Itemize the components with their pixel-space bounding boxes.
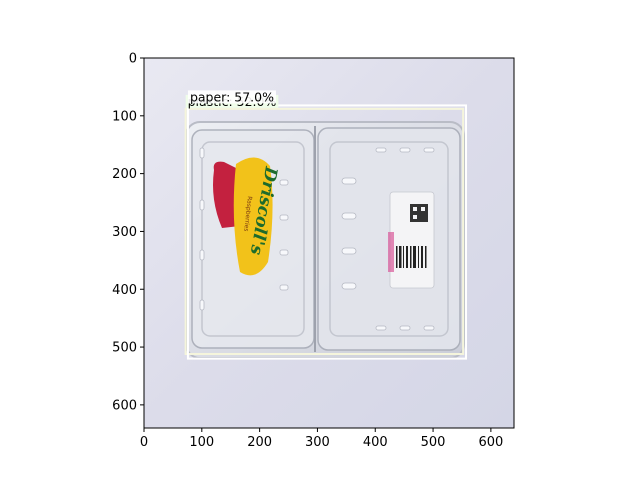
detection-box bbox=[186, 104, 468, 360]
y-tick-label: 400 bbox=[112, 283, 137, 298]
y-tick-label: 100 bbox=[112, 109, 137, 124]
x-tick-label: 200 bbox=[247, 435, 272, 450]
x-tick-label: 300 bbox=[305, 435, 330, 450]
x-axis: 0 100 200 300 400 500 600 bbox=[140, 428, 503, 450]
detection-layer: plastic: 52.0%paper: 57.0% bbox=[184, 89, 468, 360]
y-tick-label: 300 bbox=[112, 225, 137, 240]
y-tick-label: 0 bbox=[129, 52, 137, 67]
detection-label: paper: 57.0% bbox=[190, 89, 274, 104]
plastic-container: Driscoll's Raspberries bbox=[185, 121, 465, 359]
product-text: Raspberries bbox=[242, 196, 253, 232]
barcode-sticker bbox=[388, 191, 435, 289]
x-tick-label: 400 bbox=[363, 435, 388, 450]
axes-frame bbox=[143, 57, 515, 429]
photo: Driscoll's Raspberries bbox=[144, 58, 514, 428]
x-tick-label: 600 bbox=[478, 435, 503, 450]
x-tick-label: 500 bbox=[421, 435, 446, 450]
y-tick-label: 200 bbox=[112, 167, 137, 182]
y-axis: 0 100 200 300 400 500 600 bbox=[112, 52, 144, 413]
detection-label-bg bbox=[187, 90, 276, 104]
y-tick-label: 600 bbox=[112, 398, 137, 413]
y-tick-label: 500 bbox=[112, 341, 137, 356]
x-tick-label: 0 bbox=[140, 435, 148, 450]
x-tick-label: 100 bbox=[189, 435, 214, 450]
detection-box bbox=[184, 107, 465, 355]
